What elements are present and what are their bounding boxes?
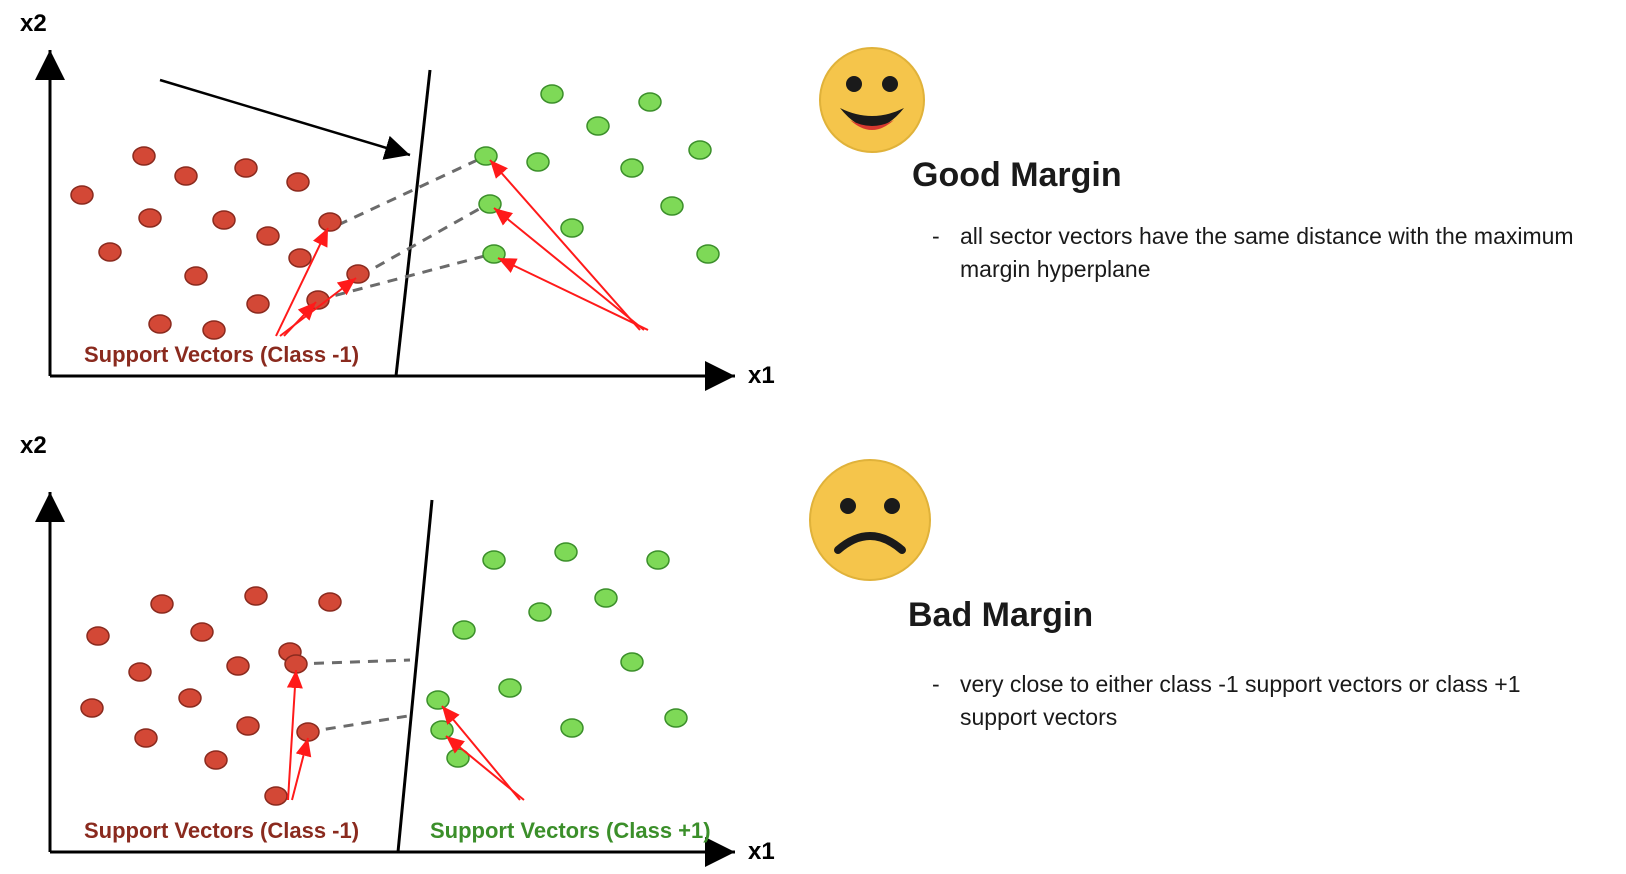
bad-margin-title: Bad Margin: [908, 596, 1093, 635]
sad-face-icon: [800, 450, 940, 590]
bottom-sv-pos-label: Support Vectors (Class +1): [430, 818, 711, 844]
good-margin-bullet: - all sector vectors have the same dista…: [960, 220, 1580, 287]
diagram-root: { "layout": { "width": 1626, "height": 8…: [0, 0, 1626, 874]
top-y-axis-label: x2: [20, 10, 47, 38]
bottom-x-axis-label: x1: [748, 838, 775, 866]
good-margin-bullet-text: all sector vectors have the same distanc…: [960, 223, 1574, 282]
bottom-y-axis-label: x2: [20, 432, 47, 460]
bad-margin-bullet-text: very close to either class -1 support ve…: [960, 671, 1521, 730]
top-x-axis-label: x1: [748, 362, 775, 390]
good-margin-title: Good Margin: [912, 156, 1122, 195]
bad-margin-bullet: - very close to either class -1 support …: [960, 668, 1600, 735]
top-sv-neg-label: Support Vectors (Class -1): [84, 342, 359, 368]
bottom-sv-neg-label: Support Vectors (Class -1): [84, 818, 359, 844]
happy-face-icon: [812, 40, 932, 160]
